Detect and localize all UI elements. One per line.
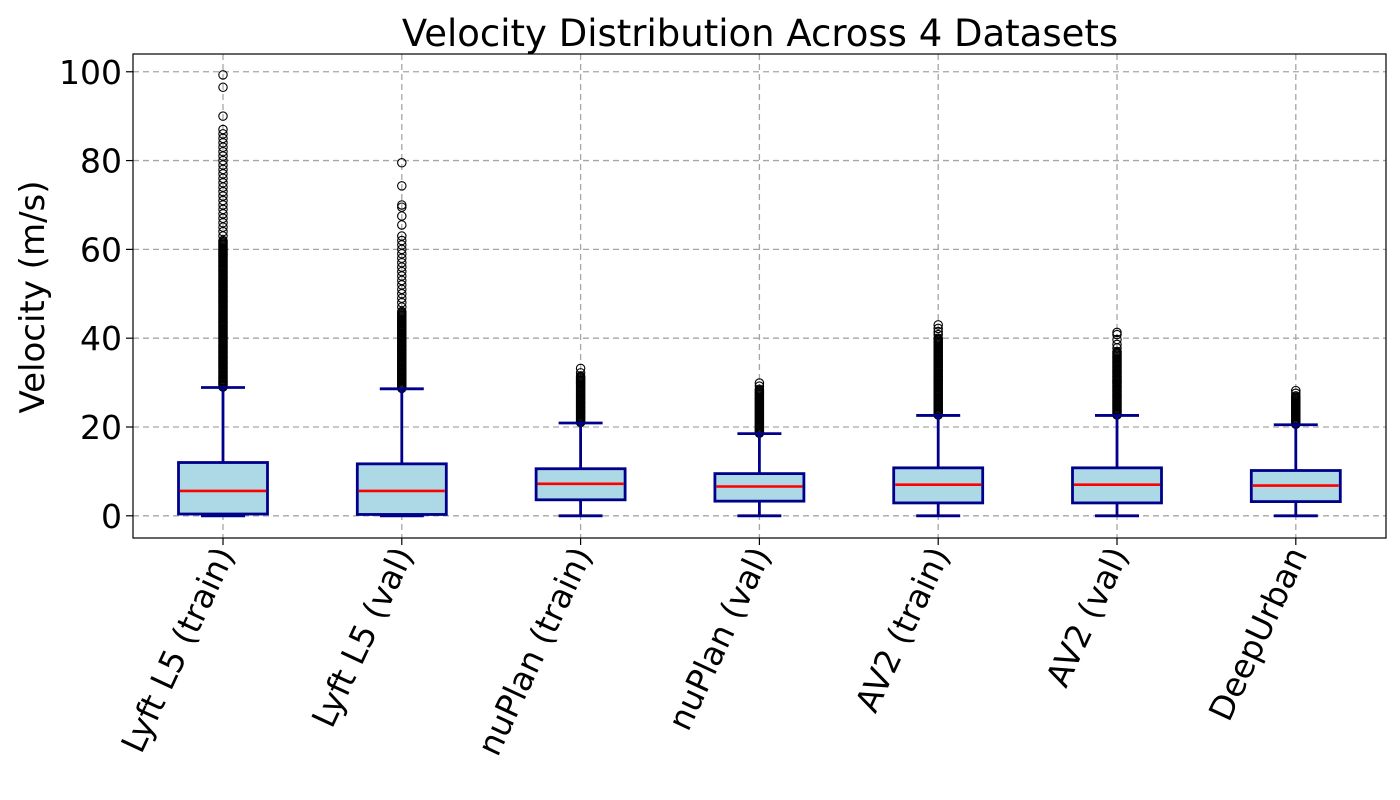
flier-point (397, 202, 407, 212)
y-axis-label: Velocity (m/s) (13, 180, 53, 413)
flier-point (1112, 329, 1122, 340)
flier-point (218, 124, 228, 135)
box-group-6 (1249, 385, 1342, 518)
box-group-1 (355, 158, 448, 518)
flier-point (397, 181, 407, 191)
chart-title: Velocity Distribution Across 4 Datasets (402, 12, 1118, 55)
flier-point (218, 82, 228, 93)
flier-point (754, 381, 765, 391)
flier-point (1291, 388, 1301, 398)
y-tick-label: 80 (80, 142, 122, 181)
flier-point (575, 368, 586, 378)
flier-point (397, 200, 407, 210)
flier-point (575, 363, 586, 374)
flier-point (1112, 346, 1122, 357)
flier-point (1112, 327, 1122, 338)
flier-point (933, 326, 943, 337)
box-iqr (177, 461, 269, 516)
box-group-3 (713, 378, 806, 518)
box-series (177, 70, 1342, 518)
flier-point (933, 323, 943, 334)
flier-point (1112, 334, 1122, 345)
flier-point (754, 384, 765, 394)
flier-point (218, 129, 228, 139)
flier-point (1112, 339, 1122, 350)
y-tick-label: 20 (80, 408, 122, 447)
flier-point (218, 111, 228, 121)
box-group-0 (177, 70, 269, 518)
box-group-2 (534, 363, 627, 518)
flier-point (397, 158, 407, 168)
flier-point (754, 378, 765, 388)
y-tick-label: 40 (80, 319, 122, 358)
y-tick-label: 60 (80, 230, 122, 269)
flier-point (397, 235, 407, 246)
flier-point (933, 329, 943, 340)
box-group-4 (892, 320, 985, 518)
flier-point (575, 371, 586, 381)
flier-point (218, 70, 228, 80)
flier-point (397, 231, 407, 241)
flier-point (1291, 391, 1301, 401)
box-group-5 (1071, 327, 1163, 518)
flier-point (933, 333, 943, 343)
y-tick-label: 0 (101, 497, 122, 536)
y-tick-label: 100 (59, 53, 122, 92)
flier-point (933, 320, 943, 330)
box-iqr (355, 462, 448, 516)
flier-point (1291, 385, 1301, 396)
